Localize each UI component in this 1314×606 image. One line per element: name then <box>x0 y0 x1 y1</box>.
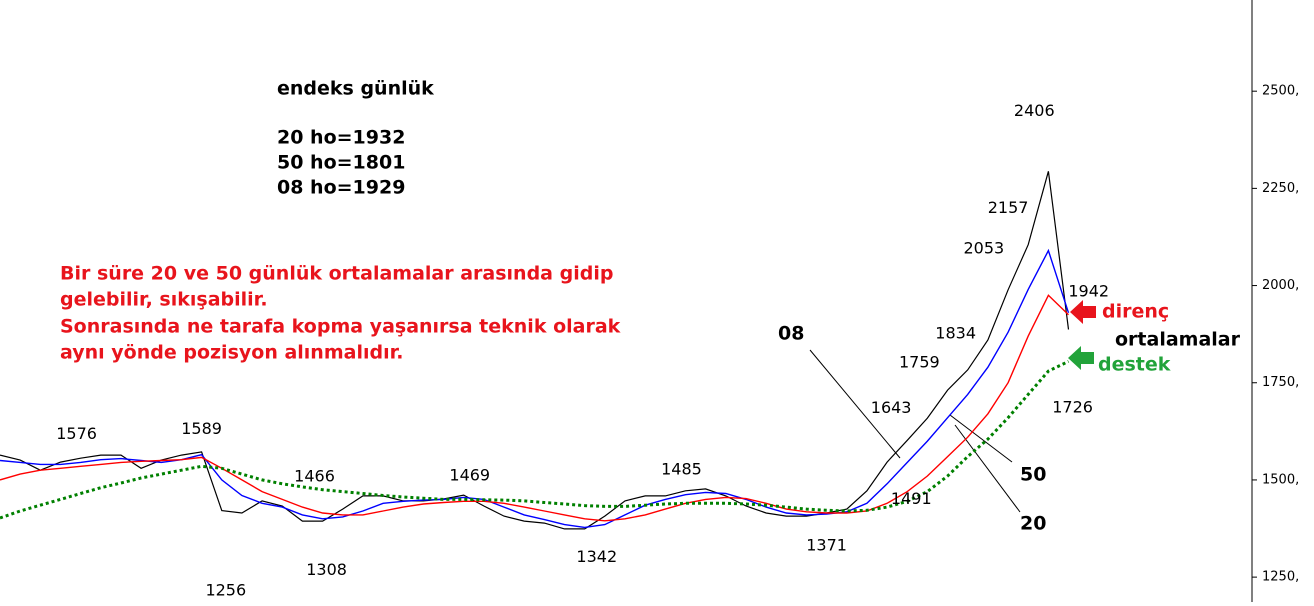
price-label: 1759 <box>899 353 940 372</box>
price-label: 1491 <box>891 489 932 508</box>
info-line: endeks günlük <box>277 78 434 100</box>
price-label: 1726 <box>1052 398 1093 417</box>
comment-line: aynı yönde pozisyon alınmalıdır. <box>60 342 403 364</box>
y-tick-label: 2500, <box>1262 84 1299 99</box>
price-label: 1469 <box>449 465 490 484</box>
info-line: 50 ho=1801 <box>277 152 405 174</box>
price-label: 1485 <box>661 459 702 478</box>
y-tick-label: 1500, <box>1262 472 1299 487</box>
price-label: 2053 <box>964 238 1005 257</box>
comment-line: gelebilir, sıkışabilir. <box>60 289 268 311</box>
info-line: 08 ho=1929 <box>277 177 405 199</box>
price-label: 1342 <box>576 547 617 566</box>
price-label: 1643 <box>871 398 912 417</box>
resistance-label: direnç <box>1102 301 1169 323</box>
ma-label: 50 <box>1020 464 1046 486</box>
comment-block: Bir süre 20 ve 50 günlük ortalamalar ara… <box>60 263 621 364</box>
y-tick-label: 1750, <box>1262 375 1299 390</box>
price-label: 1256 <box>205 580 246 599</box>
info-line: 20 ho=1932 <box>277 127 405 149</box>
ma-label: 20 <box>1020 513 1046 535</box>
price-label: 1942 <box>1068 282 1109 301</box>
price-label: 2157 <box>988 198 1029 217</box>
comment-line: Sonrasında ne tarafa kopma yaşanırsa tek… <box>60 316 621 338</box>
price-label: 1834 <box>935 324 976 343</box>
info-block: endeks günlük 20 ho=1932 50 ho=1801 08 h… <box>277 78 434 199</box>
y-tick-label: 2750, <box>1262 0 1299 2</box>
y-tick-label: 2000, <box>1262 278 1299 293</box>
pointer-line <box>809 349 901 459</box>
series-line <box>0 294 1069 522</box>
support-arrow <box>1068 346 1094 370</box>
ma-label: 08 <box>778 323 804 345</box>
price-label: 1576 <box>56 424 97 443</box>
y-tick-label: 1250, <box>1262 570 1299 585</box>
price-label: 1308 <box>306 560 347 579</box>
y-tick-label: 2250, <box>1262 181 1299 196</box>
series-line <box>0 360 1070 520</box>
price-label: 2406 <box>1014 101 1055 120</box>
support-label: destek <box>1098 354 1171 376</box>
price-label: 1466 <box>294 467 335 486</box>
resistance-arrow <box>1070 300 1096 324</box>
comment-line: Bir süre 20 ve 50 günlük ortalamalar ara… <box>60 263 613 285</box>
averages-label: ortalamalar <box>1115 329 1241 351</box>
price-label: 1589 <box>181 419 222 438</box>
pointer-line <box>949 414 1013 463</box>
series-line <box>0 171 1070 530</box>
price-label: 1371 <box>806 536 847 555</box>
